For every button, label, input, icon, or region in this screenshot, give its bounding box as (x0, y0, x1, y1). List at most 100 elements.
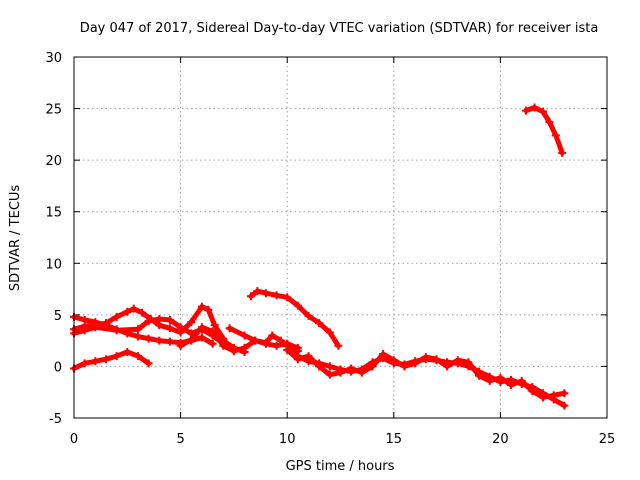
y-tick-label: 30 (45, 51, 62, 66)
data-point (336, 368, 345, 377)
data-point (253, 287, 262, 296)
data-point (261, 338, 270, 347)
data-point (485, 376, 494, 385)
data-point (204, 305, 213, 314)
data-point (123, 347, 132, 356)
data-point (551, 131, 560, 140)
data-point (315, 362, 324, 371)
data-point (165, 337, 174, 346)
data-point (165, 324, 174, 333)
data-point (517, 376, 526, 385)
y-tick-label: 5 (54, 309, 62, 324)
data-point (80, 326, 89, 335)
data-point (334, 341, 343, 350)
y-tick-labels: -5 0 5 10 15 20 25 30 (45, 51, 62, 427)
data-point (539, 107, 548, 116)
data-point (80, 316, 89, 325)
y-tick-label: 15 (45, 206, 62, 221)
data-point (400, 362, 409, 371)
data-point (443, 362, 452, 371)
data-point (91, 323, 100, 332)
x-tick-label: 20 (492, 432, 509, 447)
data-point (325, 370, 334, 379)
data-point (272, 291, 281, 300)
data-point (283, 345, 292, 354)
data-point (560, 389, 569, 398)
data-point (133, 332, 142, 341)
data-point (144, 359, 153, 368)
data-point (432, 355, 441, 364)
plot-frame (73, 56, 608, 419)
x-tick-labels: 0 5 10 15 20 25 (70, 432, 615, 447)
data-point (325, 328, 334, 337)
data-point (133, 325, 142, 334)
data-point (453, 356, 462, 365)
y-axis-label: SDTVAR / TECUs (8, 185, 23, 292)
data-point (539, 393, 548, 402)
data-point (496, 373, 505, 382)
data-point (283, 293, 292, 302)
data-point (261, 289, 270, 298)
data-point (357, 368, 366, 377)
data-point (421, 353, 430, 362)
data-point (272, 341, 281, 350)
data-point (379, 350, 388, 359)
x-tick-label: 15 (386, 432, 403, 447)
series-trace-11 (523, 105, 565, 156)
data-point (155, 314, 164, 323)
data-point (558, 148, 567, 157)
chart-title: Day 047 of 2017, Sidereal Day-to-day VTE… (80, 21, 599, 36)
data-point (219, 341, 228, 350)
data-point (560, 401, 569, 410)
data-point (187, 318, 196, 327)
data-point (144, 317, 153, 326)
data-point (304, 352, 313, 361)
data-point (528, 387, 537, 396)
data-point (187, 335, 196, 344)
series-trace-8 (248, 288, 341, 349)
x-tick-label: 5 (176, 432, 184, 447)
data-point (210, 321, 219, 330)
data-traces (70, 103, 569, 410)
data-point (304, 311, 313, 320)
data-point (91, 357, 100, 366)
data-point (197, 302, 206, 311)
data-point (208, 327, 217, 336)
data-point (545, 117, 554, 126)
data-point (507, 380, 516, 389)
data-point (225, 324, 234, 333)
data-point (112, 352, 121, 361)
data-point (101, 355, 110, 364)
data-point (176, 341, 185, 350)
data-point (208, 339, 217, 348)
data-point (240, 331, 249, 340)
data-point (155, 336, 164, 345)
data-point (464, 358, 473, 367)
data-point (123, 307, 132, 316)
data-point (133, 352, 142, 361)
data-point (549, 391, 558, 400)
data-point (530, 103, 539, 112)
data-point (246, 292, 255, 301)
data-point (276, 336, 285, 345)
x-tick-label: 25 (599, 432, 616, 447)
data-point (165, 316, 174, 325)
data-point (144, 334, 153, 343)
data-point (315, 319, 324, 328)
data-point (325, 362, 334, 371)
data-point (112, 326, 121, 335)
data-point (138, 308, 147, 317)
data-point (197, 323, 206, 332)
data-point (240, 343, 249, 352)
data-point (268, 331, 277, 340)
data-point (229, 346, 238, 355)
data-point (347, 364, 356, 373)
data-point (521, 106, 530, 115)
data-point (112, 312, 121, 321)
data-point (197, 333, 206, 342)
data-point (129, 304, 138, 313)
data-point (293, 355, 302, 364)
data-point (368, 362, 377, 371)
data-point (176, 323, 185, 332)
data-point (389, 356, 398, 365)
